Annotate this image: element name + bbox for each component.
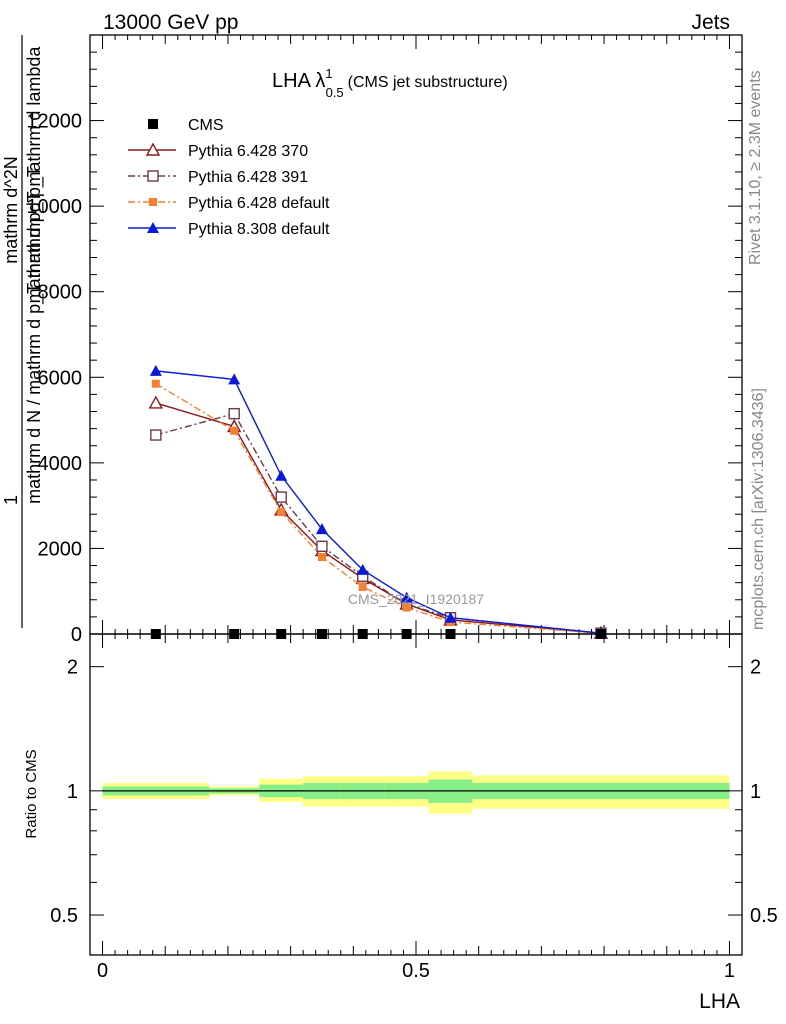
- point-p391: [150, 429, 162, 441]
- legend-marker: [148, 119, 158, 129]
- legend-label: Pythia 6.428 391: [188, 169, 308, 186]
- point-p8def: [149, 364, 162, 376]
- legend-item-p6def: Pythia 6.428 default: [128, 195, 330, 212]
- y-tick-label: 8000: [38, 282, 83, 304]
- ratio-y-tick-label-right: 1: [750, 781, 761, 803]
- legend-item-p370: Pythia 6.428 370: [128, 142, 308, 160]
- rivet-version: Rivet 3.1.10, ≥ 2.3M events: [747, 70, 764, 265]
- point-p8def: [228, 373, 241, 385]
- chart-title-main: LHA λ: [272, 70, 325, 92]
- legend-item-p8def: Pythia 8.308 default: [128, 221, 330, 238]
- ratio-y-tick-label: 1: [67, 781, 78, 803]
- y-tick-label: 0: [71, 624, 82, 646]
- legend-item-cms: CMS: [148, 117, 224, 134]
- legend-label: Pythia 8.308 default: [188, 221, 330, 238]
- point-p6def: [358, 582, 367, 591]
- main-panel: 0 2000 4000 6000 8000 10000 12000 CMS_2021_I19…: [26, 34, 743, 646]
- point-p391: [275, 491, 287, 503]
- chart-title-sub: 0.5: [326, 85, 344, 100]
- legend-marker: [147, 170, 159, 182]
- x-tick-label: 0: [97, 960, 108, 982]
- mcplots-credit: mcplots.cern.ch [arXiv:1306.3436]: [750, 388, 767, 630]
- point-p8def: [400, 591, 413, 603]
- chart-title-sup: 1: [325, 66, 332, 81]
- header-category: Jets: [691, 11, 730, 34]
- legend-item-p391: Pythia 6.428 391: [128, 169, 308, 186]
- point-p8def: [444, 611, 457, 623]
- point-p6def: [151, 379, 160, 388]
- point-p6def: [277, 508, 286, 517]
- legend-marker: [147, 222, 159, 233]
- chart-title-note: (CMS jet substructure): [348, 74, 508, 91]
- y-tick-label: 6000: [38, 367, 83, 389]
- x-tick-label: 1: [724, 960, 735, 982]
- point-p8def: [275, 469, 288, 481]
- point-p370: [148, 395, 164, 409]
- ratio-y-tick-label-right: 2: [750, 657, 761, 679]
- series-p8def: [149, 364, 607, 639]
- xaxis-label: LHA: [699, 990, 740, 1013]
- ratio-y-tick-label-right: 0.5: [750, 905, 778, 927]
- point-p391: [228, 407, 240, 420]
- x-tick-label: 0.5: [402, 960, 430, 982]
- ratio-y-tick-label: 0.5: [50, 905, 78, 927]
- header-collision: 13000 GeV pp: [103, 11, 238, 34]
- chart-title: LHA λ1 0.5 (CMS jet substructure): [272, 66, 508, 100]
- point-p391: [316, 540, 328, 552]
- analysis-watermark: CMS_2021_I1920187: [348, 591, 484, 607]
- y-tick-label: 10000: [26, 196, 82, 218]
- series-line-p391: [155, 412, 602, 634]
- point-p6def: [402, 603, 411, 612]
- ratio-axes: 0 0.5 1 0.5 0.5 1 1 2 2: [50, 633, 778, 982]
- legend-marker: [145, 142, 161, 156]
- main-axes: 0 2000 4000 6000 8000 10000 12000: [26, 34, 743, 646]
- ratio-panel: 0 0.5 1 0.5 0.5 1 1 2 2 Ratio to CMS LHA: [23, 633, 778, 1013]
- ratio-bands: [102, 771, 730, 814]
- point-p8def: [356, 563, 369, 575]
- point-p8def: [315, 523, 328, 535]
- y-tick-label: 2000: [38, 538, 83, 560]
- ylabel-left-denominator: mathrm d N / mathrm d p_T mathrm d p_T: [24, 166, 45, 504]
- ratio-ylabel: Ratio to CMS: [23, 749, 40, 838]
- main-ylabel: 1 mathrm d N / mathrm d p_T mathrm d p_T…: [1, 35, 45, 628]
- legend-label: Pythia 6.428 370: [188, 143, 308, 160]
- ylabel-right-denominator: mathrm d p_T mathrm d lambda: [24, 46, 45, 304]
- ratio-y-tick-label: 2: [67, 657, 78, 679]
- ylabel-right-numerator: mathrm d^2N: [1, 156, 21, 263]
- y-tick-label: 4000: [38, 453, 83, 475]
- point-p6def: [230, 426, 239, 435]
- legend: CMS Pythia 6.428 370 Pythia 6.428 391 Pythi…: [128, 117, 330, 238]
- point-p6def: [317, 552, 326, 561]
- ylabel-left-numerator: 1: [1, 495, 21, 505]
- y-tick-label: 12000: [26, 111, 82, 133]
- legend-marker: [149, 198, 157, 206]
- series-line-p6def: [155, 383, 601, 635]
- legend-label: CMS: [188, 117, 224, 134]
- series-line-p8def: [155, 370, 602, 634]
- series-line-p370: [155, 402, 602, 634]
- legend-label: Pythia 6.428 default: [188, 195, 330, 212]
